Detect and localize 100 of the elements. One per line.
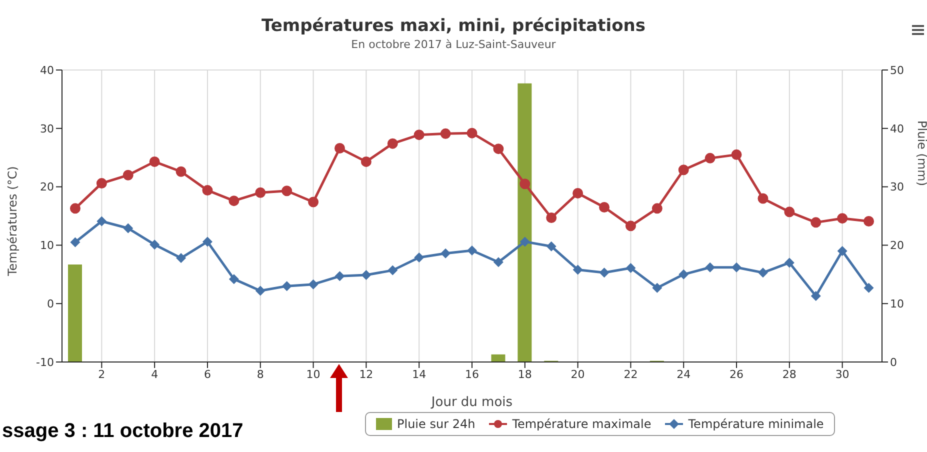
bar bbox=[68, 264, 82, 362]
point bbox=[810, 217, 822, 228]
point bbox=[520, 178, 530, 190]
point bbox=[414, 130, 424, 140]
point bbox=[122, 170, 134, 180]
point bbox=[282, 281, 292, 292]
chart-subtitle: En octobre 2017 à Luz-Saint-Sauveur bbox=[350, 38, 557, 51]
point bbox=[228, 196, 240, 206]
point bbox=[414, 252, 424, 262]
point bbox=[361, 270, 372, 280]
point bbox=[70, 203, 80, 214]
bar bbox=[491, 354, 506, 362]
x-tick-label: 22 bbox=[624, 368, 638, 381]
legend-label: Température minimale bbox=[688, 417, 824, 431]
point bbox=[837, 213, 848, 224]
x-axis-title: Jour du mois bbox=[430, 395, 513, 410]
point bbox=[467, 245, 477, 256]
point bbox=[334, 271, 345, 282]
point bbox=[758, 268, 768, 278]
x-tick-label: 26 bbox=[730, 368, 744, 381]
x-tick-label: 24 bbox=[676, 368, 691, 381]
y-tick-label: 30 bbox=[40, 122, 54, 136]
point bbox=[652, 203, 662, 214]
point bbox=[282, 186, 292, 196]
point bbox=[334, 143, 345, 154]
point bbox=[493, 144, 504, 154]
x-tick-label: 20 bbox=[570, 368, 585, 381]
x-tick-label: 12 bbox=[359, 368, 374, 381]
point bbox=[176, 166, 186, 177]
x-tick-label: 18 bbox=[518, 368, 532, 381]
point bbox=[202, 185, 213, 196]
point bbox=[493, 257, 504, 268]
point bbox=[123, 223, 134, 234]
point bbox=[652, 282, 662, 293]
y-tick-label: 0 bbox=[47, 298, 54, 311]
legend-label: Pluie sur 24h bbox=[397, 417, 476, 431]
y2-tick-label: 40 bbox=[890, 122, 904, 136]
y-tick-label: -10 bbox=[36, 356, 54, 369]
point bbox=[784, 258, 794, 268]
y-axis-title: Températures (°C) bbox=[5, 166, 20, 277]
point bbox=[176, 253, 186, 264]
x-tick-label: 10 bbox=[306, 368, 320, 381]
point bbox=[466, 128, 478, 138]
point bbox=[626, 262, 636, 273]
point bbox=[70, 237, 80, 248]
point bbox=[546, 241, 556, 252]
x-tick-label: 6 bbox=[204, 368, 211, 381]
legend-label: Température maximale bbox=[512, 417, 652, 431]
y2-tick-label: 10 bbox=[890, 298, 904, 311]
point bbox=[705, 262, 716, 272]
point bbox=[149, 156, 160, 167]
x-tick-label: 8 bbox=[256, 368, 264, 381]
x-tick-label: 28 bbox=[782, 368, 796, 381]
point bbox=[202, 236, 212, 247]
x-tick-label: 16 bbox=[465, 368, 479, 381]
point bbox=[387, 138, 398, 149]
point bbox=[308, 279, 318, 290]
point bbox=[360, 156, 372, 167]
x-tick-label: 2 bbox=[98, 368, 106, 381]
bar bbox=[518, 83, 532, 362]
point bbox=[572, 264, 583, 275]
x-tick-label: 4 bbox=[151, 368, 158, 381]
point bbox=[731, 149, 742, 160]
text: ssage 3 : 11 octobre 2017 bbox=[2, 420, 244, 443]
point bbox=[572, 188, 584, 198]
x-tick-label: 14 bbox=[412, 368, 426, 381]
point bbox=[520, 236, 530, 247]
point bbox=[599, 202, 610, 212]
point bbox=[546, 212, 557, 223]
point bbox=[784, 206, 795, 218]
point bbox=[758, 193, 768, 204]
point bbox=[388, 265, 398, 276]
y2-axis-title: Pluie (mm) bbox=[914, 120, 927, 186]
point bbox=[810, 291, 821, 302]
point bbox=[704, 152, 716, 164]
y2-tick-label: 50 bbox=[890, 64, 904, 77]
y2-tick-label: 20 bbox=[890, 239, 904, 252]
point bbox=[150, 240, 160, 250]
chart-title: Températures maxi, mini, précipitations bbox=[260, 16, 646, 36]
point bbox=[255, 286, 266, 296]
point bbox=[864, 216, 874, 227]
y2-tick-label: 30 bbox=[890, 180, 904, 194]
x-tick-label: 30 bbox=[835, 368, 850, 381]
point bbox=[96, 216, 107, 226]
point bbox=[308, 196, 319, 208]
point bbox=[625, 220, 636, 232]
y-tick-label: 10 bbox=[40, 239, 54, 252]
point bbox=[255, 187, 266, 198]
y-tick-label: 40 bbox=[40, 64, 54, 77]
y-tick-label: 20 bbox=[40, 180, 54, 194]
point bbox=[678, 164, 689, 176]
point bbox=[96, 178, 107, 189]
point bbox=[599, 268, 610, 278]
point bbox=[864, 282, 874, 293]
point bbox=[837, 246, 848, 256]
point bbox=[228, 274, 239, 284]
point bbox=[678, 269, 689, 280]
point bbox=[440, 128, 451, 139]
point bbox=[440, 248, 451, 258]
y2-tick-label: 0 bbox=[890, 356, 897, 369]
